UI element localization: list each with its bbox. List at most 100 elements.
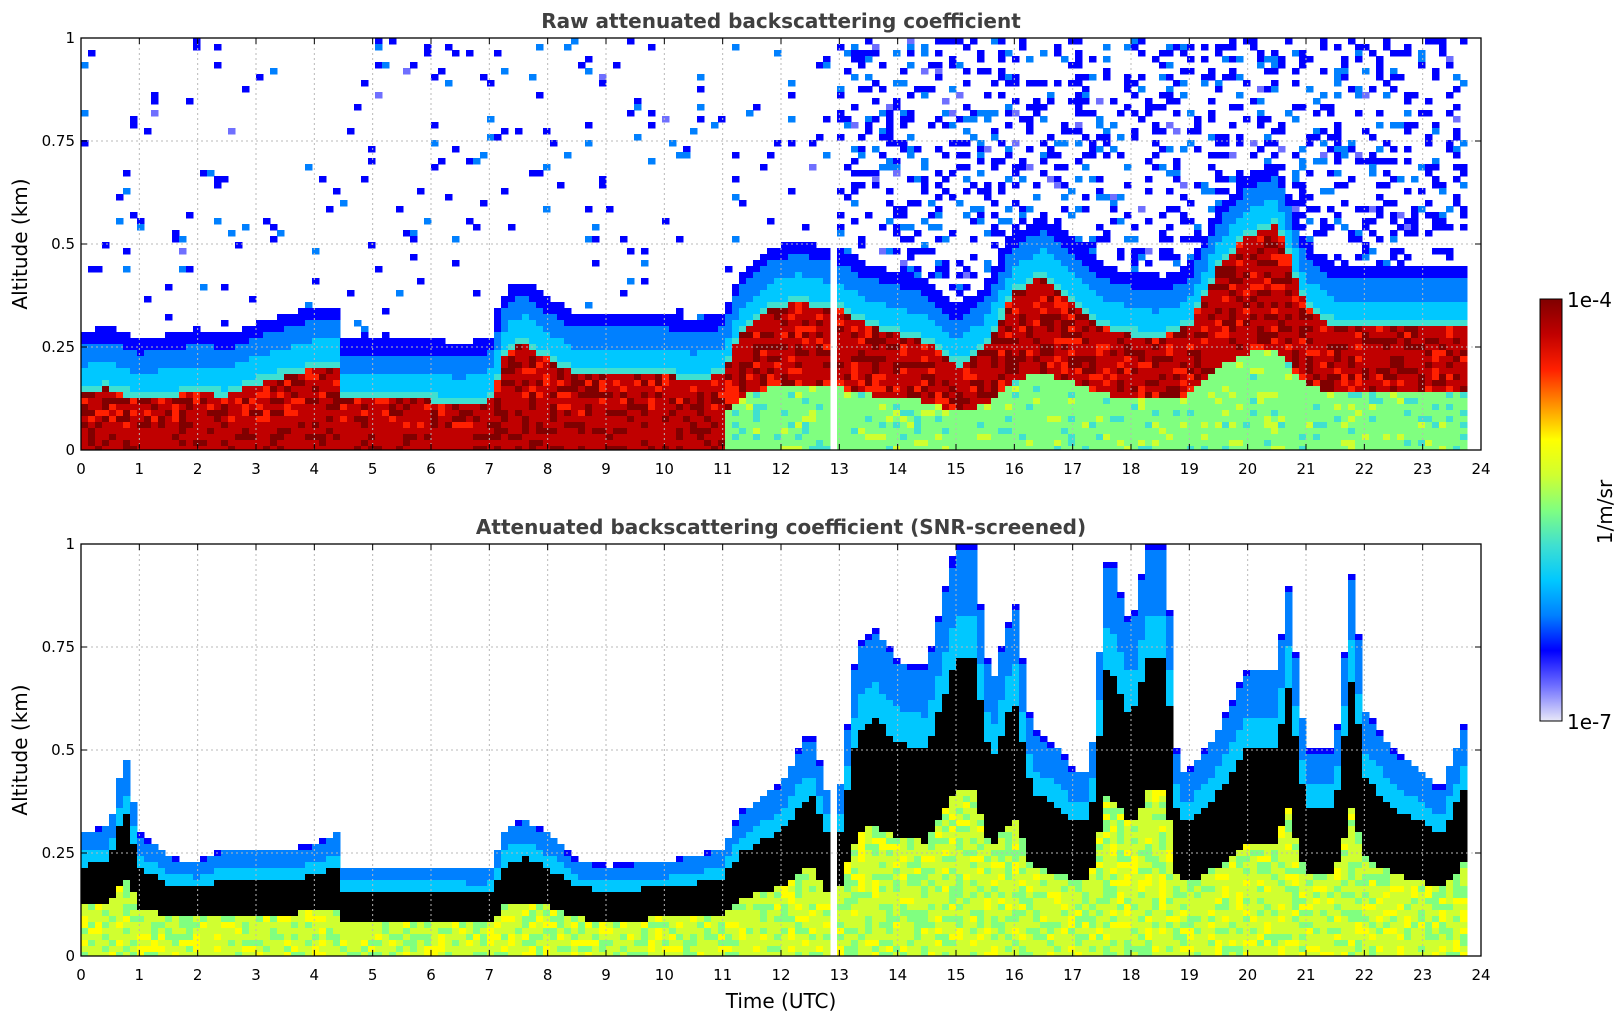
heatmap-cell	[1061, 266, 1069, 273]
heatmap-cell	[1068, 128, 1076, 135]
heatmap-cell	[284, 326, 292, 333]
heatmap-cell	[116, 356, 124, 363]
heatmap-cell	[627, 374, 635, 381]
heatmap-cell	[186, 398, 194, 405]
heatmap-cell	[1026, 374, 1034, 381]
heatmap-cell	[921, 218, 929, 225]
heatmap-cell	[214, 332, 222, 339]
heatmap-cell	[627, 278, 635, 285]
heatmap-cell	[1026, 236, 1034, 243]
heatmap-cell	[270, 332, 278, 339]
heatmap-cell	[550, 416, 558, 423]
heatmap-cell	[312, 326, 320, 333]
heatmap-cell	[494, 410, 502, 417]
heatmap-cell	[480, 200, 488, 207]
heatmap-cell	[613, 398, 621, 405]
heatmap-cell	[844, 356, 852, 363]
heatmap-cell	[466, 428, 474, 435]
heatmap-cell	[438, 350, 446, 357]
heatmap-cell	[354, 356, 362, 363]
heatmap-cell	[886, 134, 894, 141]
heatmap-cell	[893, 290, 901, 297]
heatmap-cell	[648, 338, 656, 345]
heatmap-cell	[662, 218, 670, 225]
heatmap-cell	[158, 416, 166, 423]
heatmap-cell	[690, 350, 698, 357]
heatmap-cell	[1159, 434, 1167, 441]
heatmap-cell	[172, 356, 180, 363]
heatmap-cell	[998, 254, 1006, 261]
heatmap-cell	[81, 368, 89, 375]
heatmap-cell	[844, 422, 852, 429]
heatmap-cell	[725, 308, 733, 315]
heatmap-cell	[1138, 446, 1146, 450]
heatmap-cell	[774, 404, 782, 411]
heatmap-cell	[956, 92, 964, 99]
heatmap-cell	[851, 392, 859, 399]
heatmap-cell	[816, 332, 824, 339]
heatmap-cell	[396, 362, 404, 369]
heatmap-cell	[1040, 314, 1048, 321]
heatmap-cell	[641, 338, 649, 345]
heatmap-cell	[382, 440, 390, 447]
heatmap-cell	[739, 200, 747, 207]
heatmap-cell	[123, 434, 131, 441]
heatmap-cell	[214, 416, 222, 423]
heatmap-cell	[991, 272, 999, 279]
heatmap-cell	[263, 368, 271, 375]
heatmap-cell	[746, 428, 754, 435]
heatmap-cell	[1054, 380, 1062, 387]
heatmap-cell	[123, 446, 131, 450]
heatmap-cell	[263, 350, 271, 357]
heatmap-cell	[242, 338, 250, 345]
heatmap-cell	[774, 332, 782, 339]
heatmap-cell	[592, 326, 600, 333]
heatmap-cell	[452, 410, 460, 417]
heatmap-cell	[256, 374, 264, 381]
heatmap-cell	[389, 368, 397, 375]
heatmap-cell	[683, 410, 691, 417]
heatmap-cell	[193, 416, 201, 423]
heatmap-cell	[207, 368, 215, 375]
heatmap-cell	[683, 368, 691, 375]
heatmap-cell	[1145, 404, 1153, 411]
heatmap-cell	[893, 332, 901, 339]
heatmap-cell	[361, 440, 369, 447]
heatmap-cell	[991, 134, 999, 141]
heatmap-cell	[382, 308, 390, 315]
heatmap-cell	[795, 302, 803, 309]
heatmap-cell	[116, 362, 124, 369]
heatmap-cell	[1047, 242, 1055, 249]
heatmap-cell	[998, 404, 1006, 411]
heatmap-cell	[977, 50, 985, 57]
heatmap-cell	[949, 194, 957, 201]
heatmap-cell	[1131, 284, 1139, 291]
heatmap-cell	[228, 416, 236, 423]
heatmap-cell	[305, 308, 313, 315]
heatmap-cell	[753, 362, 761, 369]
heatmap-cell	[578, 338, 586, 345]
heatmap-cell	[1166, 50, 1174, 57]
heatmap-cell	[473, 416, 481, 423]
heatmap-cell	[998, 386, 1006, 393]
heatmap-cell	[1117, 422, 1125, 429]
heatmap-cell	[228, 446, 236, 450]
heatmap-cell	[1124, 368, 1132, 375]
heatmap-cell	[95, 392, 103, 399]
heatmap-cell	[578, 320, 586, 327]
heatmap-cell	[417, 428, 425, 435]
heatmap-cell	[1019, 44, 1027, 51]
heatmap-cell	[928, 386, 936, 393]
heatmap-cell	[473, 428, 481, 435]
heatmap-cell	[1201, 398, 1209, 405]
heatmap-cell	[81, 440, 89, 447]
heatmap-cell	[473, 368, 481, 375]
heatmap-cell	[529, 416, 537, 423]
heatmap-cell	[256, 386, 264, 393]
heatmap-cell	[1005, 356, 1013, 363]
heatmap-cell	[1173, 206, 1181, 213]
heatmap-cell	[1152, 338, 1160, 345]
heatmap-cell	[858, 284, 866, 291]
heatmap-cell	[872, 434, 880, 441]
heatmap-cell	[1047, 398, 1055, 405]
